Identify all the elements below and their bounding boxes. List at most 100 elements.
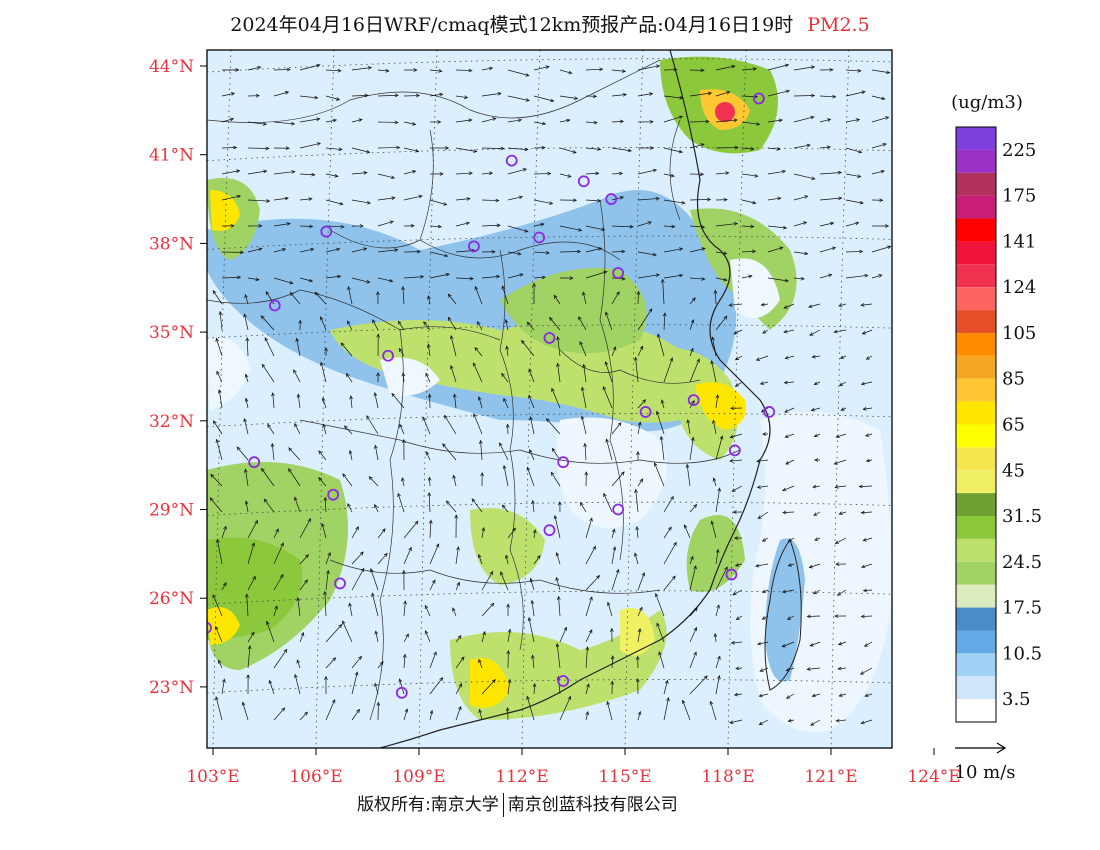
wind-arrowhead [612, 546, 617, 551]
wind-vector [583, 364, 587, 383]
wind-vector [862, 329, 873, 335]
wind-vector [402, 286, 405, 305]
wind-arrowhead [859, 200, 864, 205]
wind-arrowhead [678, 273, 684, 278]
wind-arrowhead [250, 631, 255, 636]
wind-vector [611, 529, 615, 539]
wind-vector [715, 488, 721, 513]
wind-arrowhead [809, 643, 814, 647]
wind-arrowhead [528, 368, 532, 373]
wind-vector [244, 313, 249, 331]
wind-arrowhead [580, 501, 584, 507]
wind-arrowhead [366, 200, 372, 205]
wind-vector [348, 286, 353, 305]
wind-vector [785, 433, 795, 438]
wind-arrowhead [597, 198, 602, 203]
wind-vector [403, 195, 423, 201]
wind-vector [663, 357, 673, 383]
wind-vector [663, 199, 685, 204]
wind-vector [785, 355, 795, 359]
wind-arrowhead [863, 643, 869, 647]
wind-vector [351, 551, 364, 565]
wind-vector [347, 503, 353, 513]
wind-vector [607, 602, 613, 617]
wind-arrowhead [374, 630, 379, 635]
lat-lon-grid [207, 50, 892, 748]
wind-vector [423, 321, 431, 331]
colorbar-swatch [956, 378, 996, 402]
wind-arrowhead [372, 319, 376, 324]
wind-vector [403, 121, 416, 125]
city-marker [327, 488, 340, 501]
wind-vector [819, 197, 842, 201]
wind-vector [377, 277, 393, 282]
colorbar-swatch [956, 287, 996, 311]
wind-vector [221, 195, 241, 201]
wind-vector [788, 563, 795, 567]
colorbar-swatch [956, 424, 996, 448]
wind-vector [481, 199, 499, 201]
wind-vector [793, 221, 807, 227]
wind-vector [272, 392, 275, 409]
wind-arrowhead [885, 116, 890, 120]
wind-arrowhead [490, 602, 495, 607]
wind-arrowhead [522, 168, 528, 172]
longitude-gridline [727, 50, 747, 748]
wind-arrowhead [762, 330, 767, 334]
wind-vector [299, 225, 313, 227]
copyright-right: 南京创蓝科技有限公司 [507, 795, 678, 815]
wind-vector [637, 221, 652, 227]
wind-vector [218, 389, 223, 409]
wind-arrowhead [710, 360, 714, 365]
wind-vector [288, 447, 301, 461]
wind-vector [663, 248, 683, 253]
wind-arrowhead [724, 566, 728, 571]
wind-arrowhead [758, 693, 763, 698]
wind-vector [325, 173, 338, 177]
city-marker [395, 686, 408, 699]
wind-arrowhead [783, 329, 788, 334]
wind-arrowhead [488, 66, 494, 71]
wind-vector [559, 173, 572, 178]
wind-arrowhead [252, 575, 256, 580]
wind-vector [221, 92, 235, 97]
wind-arrowhead [691, 436, 695, 441]
wind-arrowhead [412, 170, 417, 174]
wind-vector [637, 308, 653, 331]
longitude-gridline [624, 50, 644, 748]
wind-vector [871, 274, 882, 279]
wind-arrowhead [209, 497, 214, 502]
wind-vector [473, 413, 483, 435]
wind-vector [325, 552, 331, 565]
wind-arrowhead [862, 407, 867, 411]
wind-arrowhead [586, 683, 590, 688]
wind-vector [611, 147, 632, 152]
wind-arrowhead [300, 631, 305, 637]
wind-arrowhead [754, 173, 759, 178]
wind-vector [585, 546, 596, 565]
wind-arrowhead [784, 278, 789, 283]
wind-arrowhead [551, 387, 555, 392]
wind-vector [819, 146, 831, 149]
wind-vector [611, 569, 619, 591]
wind-vector [273, 277, 293, 284]
wind-arrowhead [857, 174, 862, 178]
wind-arrowhead [501, 285, 506, 290]
wind-arrowhead [332, 118, 338, 123]
wind-vector [585, 575, 600, 591]
latitude-label: 41°N [149, 146, 194, 166]
wind-arrowhead [862, 537, 867, 542]
wind-arrowhead [521, 339, 525, 345]
wind-vector [377, 69, 389, 72]
wind-arrowhead [605, 438, 609, 443]
wind-vector [368, 476, 379, 487]
wind-arrowhead [320, 361, 324, 366]
wind-vector [247, 645, 251, 669]
wind-vector [377, 661, 384, 669]
wind-arrowhead [806, 143, 811, 148]
wind-vector [715, 675, 720, 695]
wind-arrowhead [474, 346, 479, 352]
wind-arrowhead [264, 337, 269, 342]
wind-arrowhead [756, 459, 761, 463]
wind-arrowhead [634, 488, 638, 494]
